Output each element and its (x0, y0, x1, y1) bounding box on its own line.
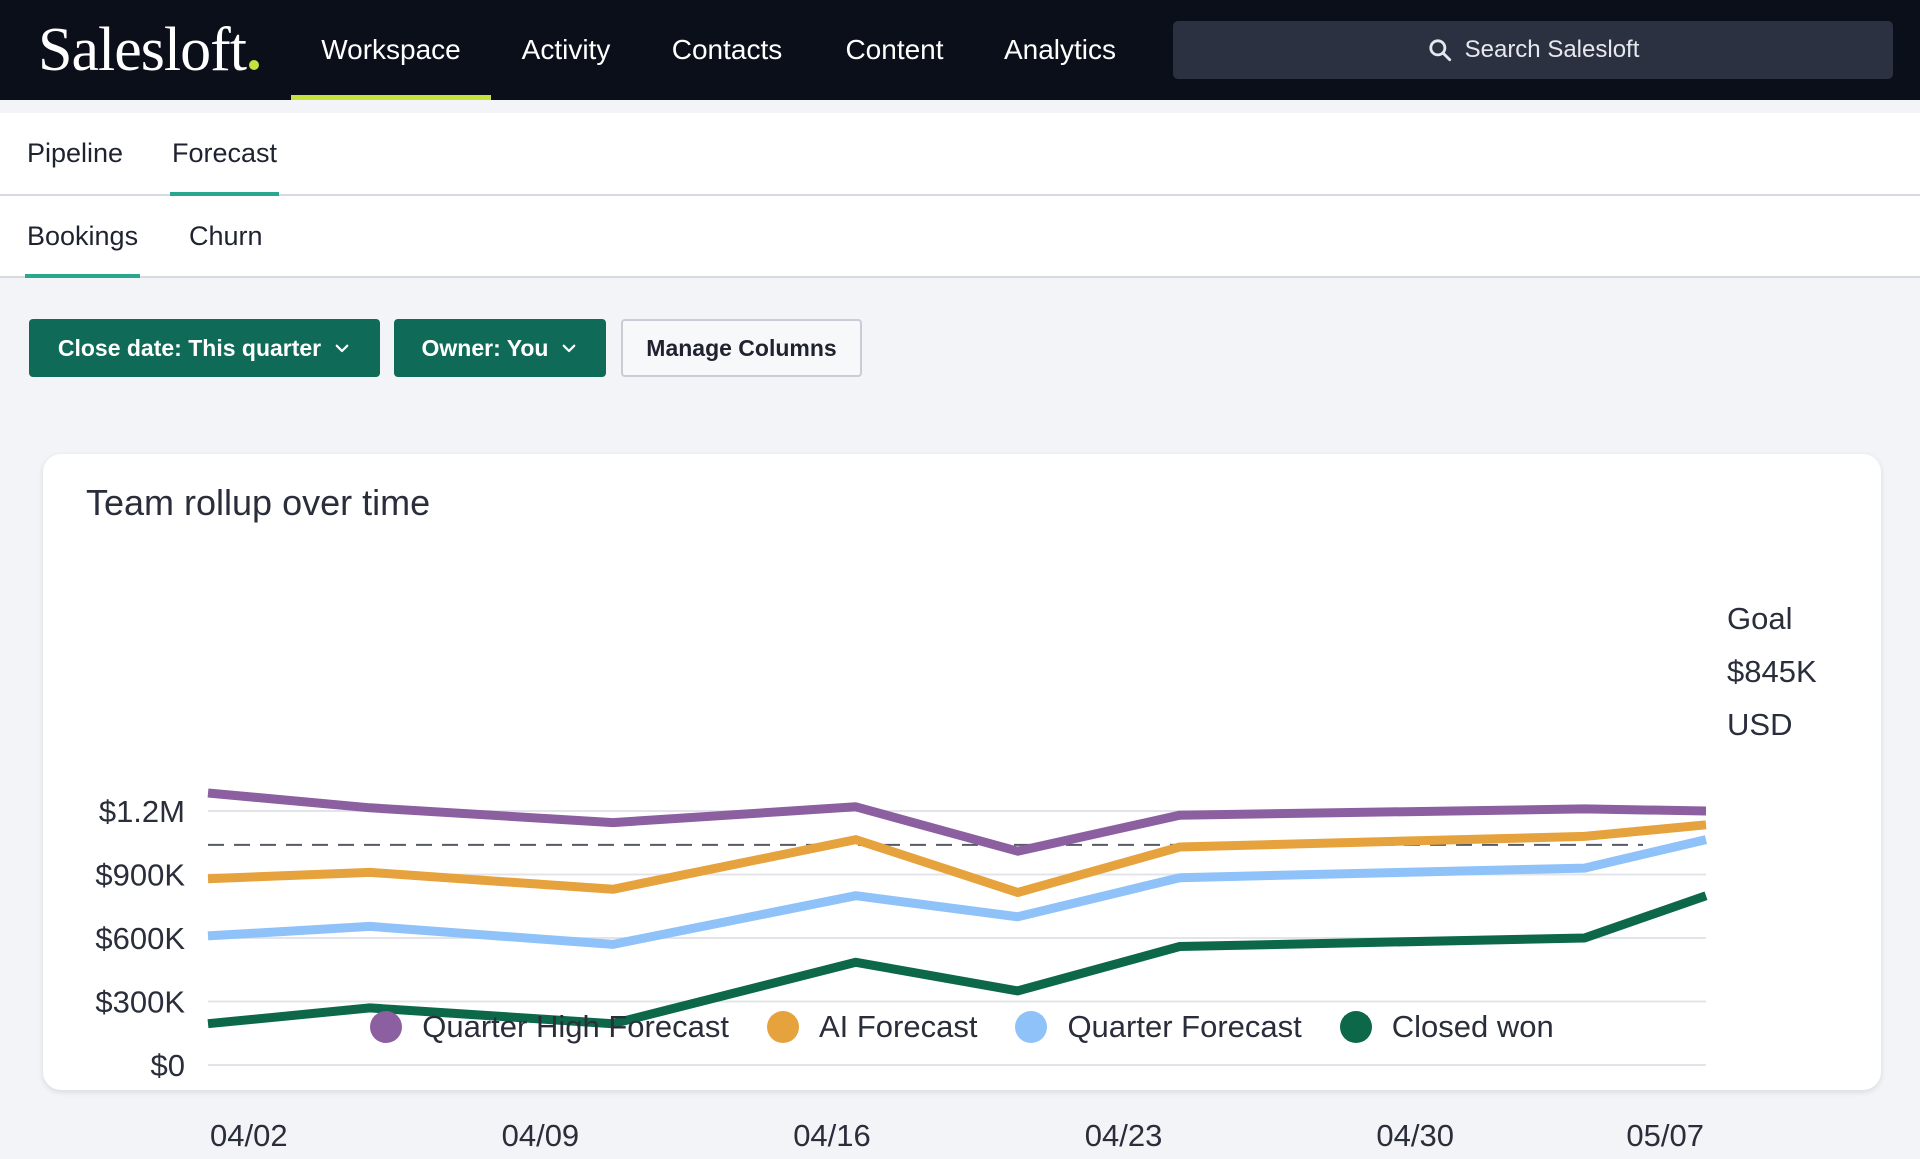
team-rollup-chart-card: $0 $300K $600K $900K $1.2M 04/02 04/09 04/16 04/… (43, 454, 1881, 1153)
legend-swatch (1015, 1011, 1048, 1043)
x-tick-label: 05/07 (1626, 1118, 1704, 1153)
search-placeholder: Search Salesloft (1464, 36, 1640, 63)
primary-tab-bar: Pipeline Forecast (0, 113, 1920, 196)
legend-label: Quarter High Forecast (422, 1009, 729, 1044)
legend-label: AI Forecast (818, 1009, 978, 1044)
series-line-closed-won (207, 891, 1708, 1029)
nav-content[interactable]: Content (845, 34, 944, 65)
x-tick-label: 04/02 (210, 1118, 288, 1153)
legend-swatch (370, 1011, 403, 1043)
search-icon (1428, 39, 1451, 62)
goal-label: Goal (1727, 601, 1792, 636)
legend-item[interactable]: Quarter Forecast (1015, 1009, 1302, 1045)
owner-label: Owner: You (421, 334, 549, 361)
nav-workspace[interactable]: Workspace (321, 34, 461, 65)
logo-text: Salesloft (38, 16, 247, 84)
nav-analytics[interactable]: Analytics (1003, 34, 1117, 65)
nav-active-indicator (291, 95, 491, 100)
series-line-ai-forecast (207, 820, 1707, 897)
tab-pipeline[interactable]: Pipeline (27, 138, 124, 168)
nav-contacts[interactable]: Contacts (671, 34, 783, 65)
top-nav: Salesloft Workspace Activity Contacts Co… (0, 0, 1920, 100)
y-tick-label: $600K (95, 921, 185, 956)
legend-item[interactable]: AI Forecast (766, 1009, 978, 1045)
x-tick-label: 04/16 (793, 1118, 871, 1153)
y-tick-label: $1.2M (99, 794, 185, 829)
x-tick-label: 04/23 (1085, 1118, 1163, 1153)
nav-activity[interactable]: Activity (521, 34, 611, 65)
legend-swatch (766, 1011, 799, 1043)
close-date-label: Close date: This quarter (57, 334, 322, 361)
secondary-tab-bar: Bookings Churn (0, 196, 1920, 278)
chart-legend: Quarter High Forecast AI Forecast Quarter … (43, 1009, 1881, 1045)
x-tick-label: 04/30 (1376, 1118, 1454, 1153)
series-line-quarter-high-forecast (207, 788, 1707, 856)
x-tick-label: 04/09 (502, 1118, 580, 1153)
goal-label: $845K (1727, 654, 1817, 689)
team-rollup-chart: $0 $300K $600K $900K $1.2M 04/02 04/09 04/16 04/… (95, 601, 1817, 1153)
chart-title: Team rollup over time (86, 482, 431, 523)
search-bar[interactable]: Search Salesloft (1173, 21, 1893, 79)
logo-dot (248, 60, 259, 70)
chevron-down-icon (335, 344, 349, 353)
legend-item[interactable]: Closed won (1339, 1009, 1554, 1045)
legend-item[interactable]: Quarter High Forecast (370, 1009, 729, 1045)
goal-label: USD (1727, 707, 1792, 742)
salesloft-logo[interactable]: Salesloft (38, 14, 259, 86)
tab-bookings[interactable]: Bookings (24, 196, 141, 278)
series-line-quarter-forecast (207, 835, 1708, 949)
owner-filter-button[interactable]: Owner: You (394, 319, 606, 377)
y-tick-label: $900K (95, 858, 185, 893)
legend-label: Quarter Forecast (1067, 1009, 1302, 1044)
manage-columns-button[interactable]: Manage Columns (621, 319, 862, 377)
y-tick-label: $0 (151, 1048, 185, 1083)
tab-churn[interactable]: Churn (189, 220, 263, 251)
legend-label: Closed won (1391, 1009, 1554, 1044)
y-tick-label: $300K (95, 985, 185, 1020)
legend-swatch (1339, 1011, 1372, 1043)
close-date-filter-button[interactable]: Close date: This quarter (29, 319, 380, 377)
chevron-down-icon (563, 344, 576, 353)
tab-forecast[interactable]: Forecast (169, 113, 280, 196)
